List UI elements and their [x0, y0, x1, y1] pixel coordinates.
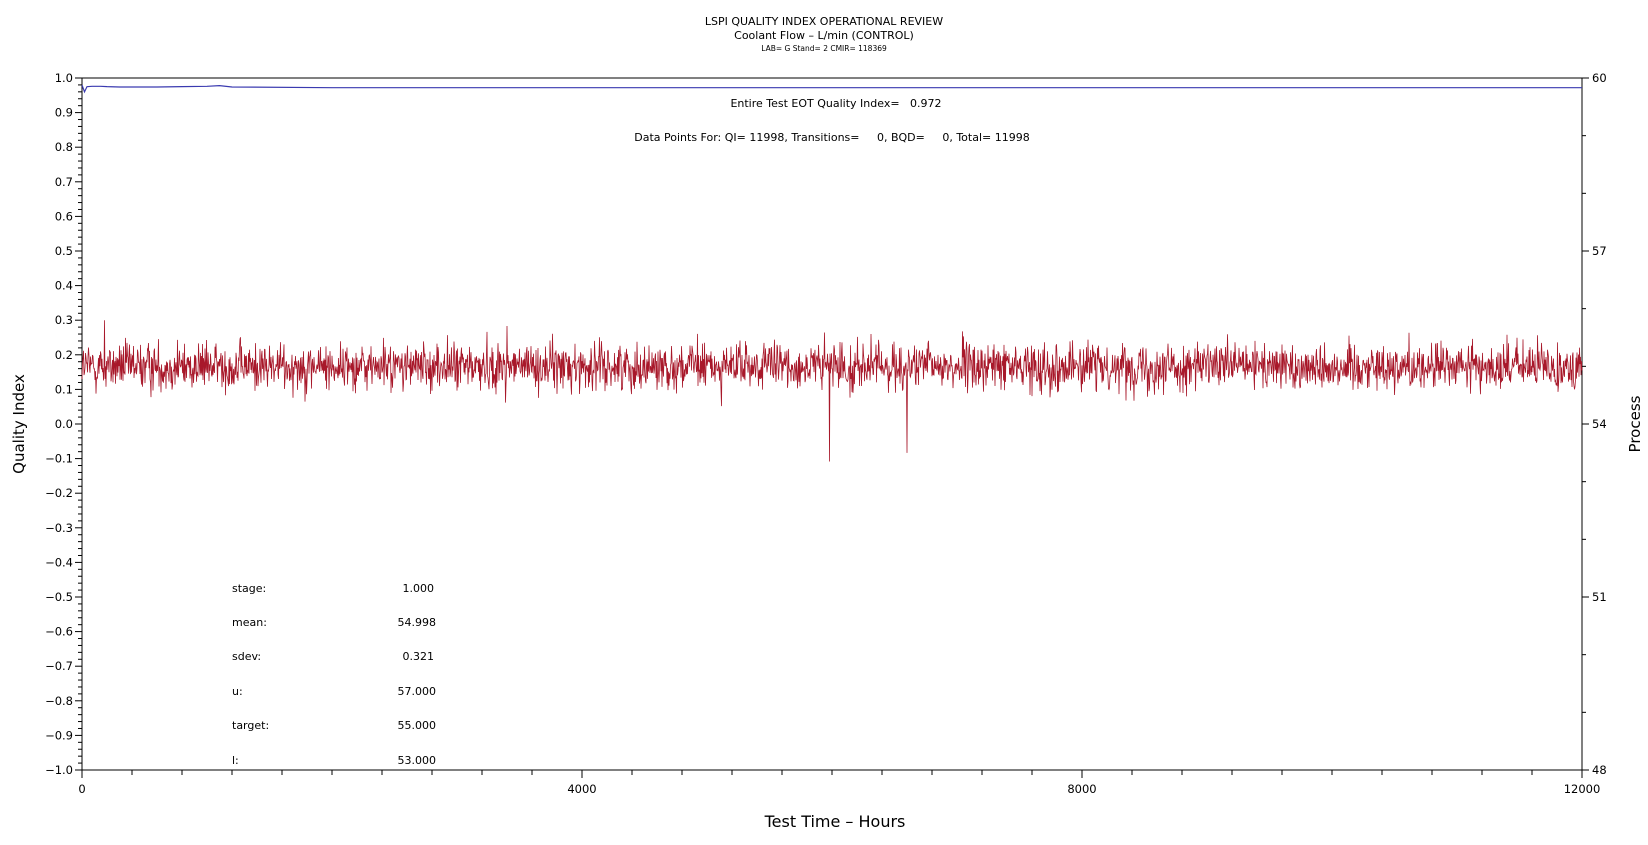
- stat-label: l:: [232, 754, 239, 767]
- chart-title: LSPI QUALITY INDEX OPERATIONAL REVIEW: [705, 15, 943, 28]
- y2-tick-label: 48: [1592, 763, 1607, 777]
- y-tick-label: 0.1: [55, 382, 73, 396]
- stat-value: 0.321: [403, 650, 435, 663]
- y-axis-label: Quality Index: [10, 374, 28, 474]
- chart-subtitle: Coolant Flow – L/min (CONTROL): [734, 29, 914, 42]
- plot-frame: [81, 77, 1583, 771]
- x-axis-label: Test Time – Hours: [764, 812, 906, 831]
- y2-tick-label: 57: [1592, 244, 1607, 258]
- plot-area: [81, 77, 1583, 771]
- y-tick-label: 0.7: [55, 175, 73, 189]
- y-tick-label: 0.0: [55, 417, 73, 431]
- y-tick-label: 0.3: [55, 313, 73, 327]
- y-tick-label: −0.5: [45, 590, 73, 604]
- y-tick-label: −0.2: [45, 486, 73, 500]
- stats-box: stage: 1.000 mean: 54.998 sdev: 0.321 u:…: [232, 582, 436, 767]
- y-tick-label: 0.8: [55, 140, 73, 154]
- series-layer: [81, 84, 1583, 462]
- y-tick-label: −0.4: [45, 555, 73, 569]
- y-tick-label: −0.9: [45, 728, 73, 742]
- quality-index-series-line: [81, 84, 1582, 94]
- y2-tick-label: 51: [1592, 590, 1607, 604]
- stat-label: u:: [232, 685, 243, 698]
- stat-value: 53.000: [398, 754, 437, 767]
- stat-label: target:: [232, 719, 269, 732]
- stat-value: 54.998: [398, 616, 437, 629]
- stat-label: sdev:: [232, 650, 261, 663]
- y-tick-label: −0.3: [45, 521, 73, 535]
- y-tick-label: 0.9: [55, 106, 73, 120]
- process-series-line: [81, 320, 1583, 462]
- y-tick-label: 0.4: [55, 279, 73, 293]
- y-tick-label: 0.6: [55, 209, 73, 223]
- stat-value: 55.000: [398, 719, 437, 732]
- stat-label: mean:: [232, 616, 267, 629]
- stat-label: stage:: [232, 582, 266, 595]
- chart-subtitle-2: LAB= G Stand= 2 CMIR= 118369: [761, 44, 887, 53]
- axis-layer: 1.0 0.9 0.8 0.7 0.6 0.5 0.4 0.3 0.2 0.1 0.0 −0.1 −0.…: [45, 71, 1607, 796]
- annotation-data-points: Data Points For: QI= 11998, Transitions=…: [634, 131, 1029, 144]
- y2-tick-label: 60: [1592, 71, 1607, 85]
- x-tick-label: 8000: [1067, 782, 1096, 796]
- y-tick-label: 1.0: [55, 71, 73, 85]
- x-tick-label: 0: [78, 782, 85, 796]
- y-tick-label: −1.0: [45, 763, 73, 777]
- stat-value: 1.000: [403, 582, 435, 595]
- y-tick-label: 0.2: [55, 348, 73, 362]
- y-tick-label: −0.6: [45, 625, 73, 639]
- y2-tick-label: 54: [1592, 417, 1607, 431]
- y-tick-label: −0.1: [45, 452, 73, 466]
- annotation-eot-quality-index: Entire Test EOT Quality Index= 0.972: [730, 97, 941, 110]
- y-tick-label: −0.8: [45, 694, 73, 708]
- x-tick-label: 12000: [1564, 782, 1601, 796]
- x-tick-label: 4000: [567, 782, 596, 796]
- y2-axis-label: Process: [1626, 395, 1644, 452]
- stat-value: 57.000: [398, 685, 437, 698]
- y-tick-label: −0.7: [45, 659, 73, 673]
- y-tick-label: 0.5: [55, 244, 73, 258]
